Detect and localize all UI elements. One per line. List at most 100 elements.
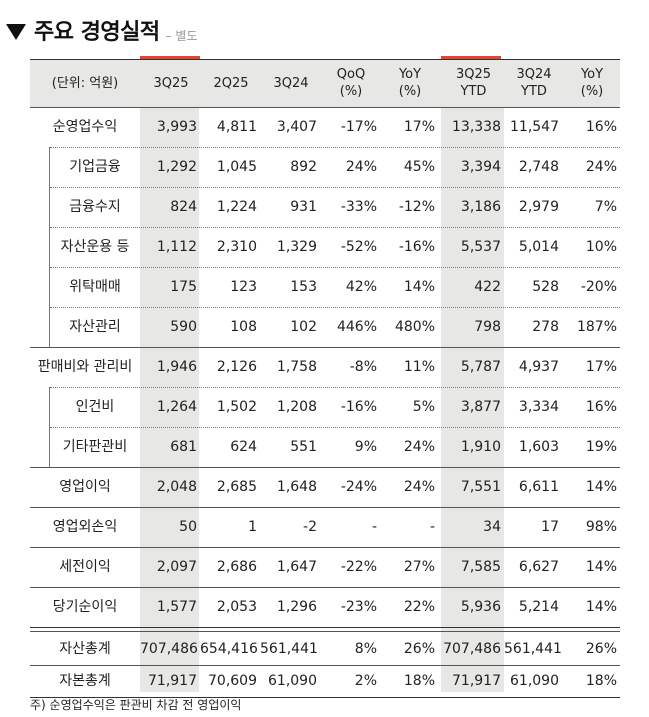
column-header-line1: 3Q25: [455, 67, 492, 82]
table-cell: 11%: [403, 359, 435, 375]
table-cell: 17%: [403, 119, 435, 135]
column-header-line2: YTD: [521, 84, 547, 99]
table-cell: -22%: [340, 559, 377, 575]
table-cell: 7%: [594, 199, 617, 215]
row-rule: [30, 547, 620, 548]
table-cell: 1,045: [216, 159, 257, 175]
table-cell: 2,979: [518, 199, 559, 215]
table-cell: 7,551: [460, 479, 501, 495]
table-cell: 1,296: [276, 599, 317, 615]
row-label: 세전이익: [59, 559, 111, 575]
row-rule: [50, 147, 620, 148]
table-cell: 561,441: [504, 641, 562, 657]
table-cell: -16%: [340, 399, 377, 415]
table-cell: 3,394: [460, 159, 501, 175]
table-cell: 2,310: [216, 239, 257, 255]
row-rule: [50, 227, 620, 228]
table-cell: 1,112: [156, 239, 197, 255]
column-header-line1: (단위: 억원): [51, 75, 119, 91]
table-cell: 50: [179, 519, 197, 535]
triangle-down-icon: [6, 24, 26, 40]
table-cell: 19%: [585, 439, 617, 455]
row-rule: [30, 697, 620, 698]
table-cell: 1,758: [276, 359, 317, 375]
table-cell: 18%: [403, 673, 435, 689]
table-cell: 61,090: [510, 673, 559, 689]
table-cell: 551: [290, 439, 317, 455]
table-cell: 2,053: [216, 599, 257, 615]
table-cell: 1,603: [518, 439, 559, 455]
header-bottom-rule: [30, 107, 620, 108]
table-cell: 5,787: [460, 359, 501, 375]
column-header-line2: (%): [398, 84, 422, 99]
column-header: 3Q24: [260, 59, 322, 107]
table-cell: 2,686: [216, 559, 257, 575]
table-cell: 654,416: [200, 641, 258, 657]
row-rule: [30, 347, 620, 348]
column-header: 2Q25: [200, 59, 262, 107]
table-top-rule: [30, 59, 620, 60]
table-cell: -20%: [580, 279, 617, 295]
row-label: 자본총계: [59, 673, 111, 689]
table-cell: 3,877: [460, 399, 501, 415]
table-cell: 16%: [585, 119, 617, 135]
table-cell: -12%: [398, 199, 435, 215]
table-cell: 24%: [403, 479, 435, 495]
row-label: 자산총계: [59, 641, 111, 657]
table-cell: 2,685: [216, 479, 257, 495]
accent-bar-3q25: [140, 56, 200, 59]
table-cell: 5,214: [518, 599, 559, 615]
table-cell: 446%: [336, 319, 377, 335]
table-cell: 2,748: [518, 159, 559, 175]
table-cell: 26%: [403, 641, 435, 657]
table-cell: 2%: [354, 673, 377, 689]
column-header-line2: (%): [339, 84, 363, 99]
row-rule: [50, 187, 620, 188]
table-cell: 6,611: [518, 479, 559, 495]
table-cell: 14%: [585, 559, 617, 575]
column-header-line2: (%): [580, 84, 604, 99]
table-cell: 1,910: [460, 439, 501, 455]
table-cell: 102: [290, 319, 317, 335]
table-cell: 14%: [403, 279, 435, 295]
table-cell: 4,937: [518, 359, 559, 375]
column-header: 3Q25 YTD: [441, 59, 506, 107]
table-cell: 1,292: [156, 159, 197, 175]
column-header-line1: YoY: [398, 67, 422, 82]
row-label: 기업금융: [69, 159, 121, 175]
row-rule: [50, 387, 620, 388]
table-cell: -52%: [340, 239, 377, 255]
table-cell: 1,224: [216, 199, 257, 215]
table-cell: 16%: [585, 399, 617, 415]
table-cell: 42%: [345, 279, 377, 295]
table-cell: 4,811: [216, 119, 257, 135]
table-cell: 480%: [394, 319, 435, 335]
row-rule: [30, 507, 620, 508]
table-cell: 71,917: [452, 673, 501, 689]
table-cell: 3,993: [156, 119, 197, 135]
table-cell: 2,126: [216, 359, 257, 375]
row-rule: [30, 627, 620, 628]
table-cell: 27%: [403, 559, 435, 575]
row-label: 판매비와 관리비: [37, 359, 133, 375]
table-cell: 3,334: [518, 399, 559, 415]
table-cell: 5,936: [460, 599, 501, 615]
table-cell: 14%: [585, 479, 617, 495]
column-header: QoQ (%): [320, 59, 382, 107]
row-label: 인건비: [75, 399, 115, 415]
table-cell: 2,097: [156, 559, 197, 575]
table-cell: 5,537: [460, 239, 501, 255]
table-cell: 70,609: [208, 673, 257, 689]
table-cell: 1,329: [276, 239, 317, 255]
row-rule: [50, 307, 620, 308]
table-cell: -24%: [340, 479, 377, 495]
table-cell: 1,502: [216, 399, 257, 415]
row-label: 금융수지: [69, 199, 121, 215]
table-cell: 3,407: [276, 119, 317, 135]
row-rule: [50, 427, 620, 428]
table-cell: 17: [541, 519, 559, 535]
table-cell: 1,577: [156, 599, 197, 615]
table-cell: 707,486: [443, 641, 501, 657]
table-cell: 18%: [585, 673, 617, 689]
group-bracket-revenue: [49, 147, 50, 347]
